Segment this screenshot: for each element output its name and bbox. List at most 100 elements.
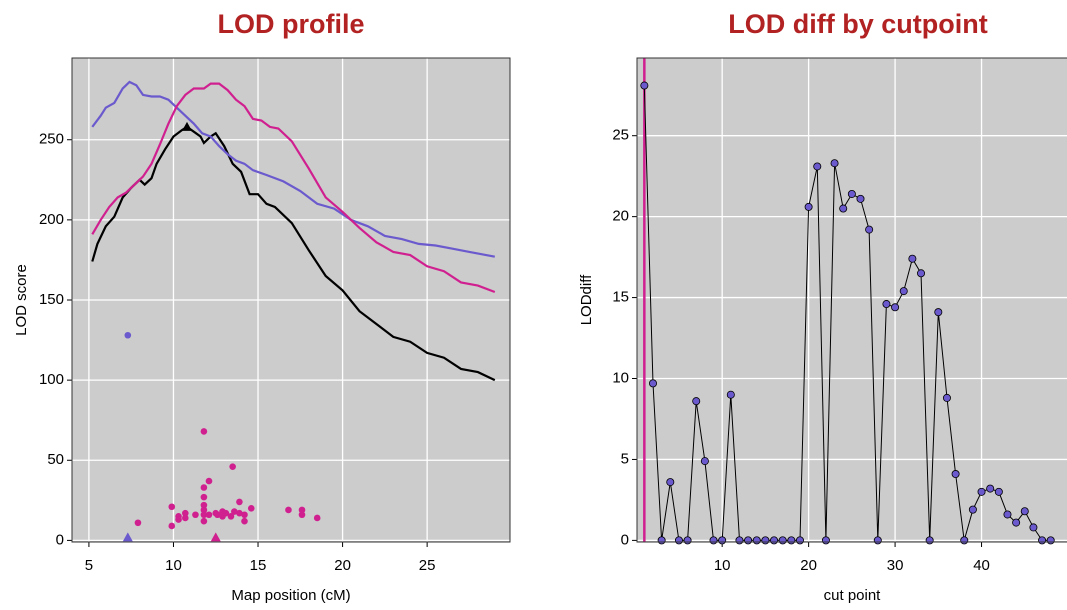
point (648, 379, 657, 388)
y-tick-label: 5 (621, 450, 629, 467)
point (200, 428, 208, 435)
point (200, 506, 208, 514)
point (718, 536, 727, 545)
point (640, 81, 649, 90)
point (692, 397, 701, 406)
point (241, 511, 248, 519)
point (700, 457, 709, 466)
x-tick-label: 40 (973, 557, 990, 574)
point (1046, 536, 1055, 545)
y-tick-label: 25 (612, 127, 629, 144)
point (761, 536, 770, 545)
point (1003, 510, 1012, 519)
point (951, 470, 960, 479)
point (1012, 518, 1021, 527)
point (873, 536, 882, 545)
point (1038, 536, 1047, 545)
point (735, 536, 744, 545)
point (942, 393, 951, 402)
plot-frame (636, 57, 1067, 543)
x-tick-label: 30 (887, 557, 904, 574)
point (839, 204, 848, 213)
point (994, 487, 1003, 496)
line (91, 80, 496, 258)
point (1020, 507, 1029, 516)
point (804, 202, 813, 211)
point (241, 517, 248, 525)
point (1029, 523, 1038, 532)
point (744, 536, 753, 545)
point (821, 536, 830, 545)
triangle-marker (210, 532, 221, 542)
point (856, 194, 865, 203)
point (313, 514, 321, 522)
y-tick-label: 250 (39, 131, 64, 148)
point (657, 536, 666, 545)
y-axis-label: LOD score (13, 264, 30, 336)
point (666, 478, 675, 487)
point (205, 477, 213, 485)
point (124, 331, 132, 339)
point (205, 511, 213, 519)
y-tick-label: 0 (56, 531, 64, 548)
point (925, 536, 934, 545)
point (726, 390, 735, 399)
point (986, 484, 995, 493)
line (91, 82, 496, 294)
point (891, 303, 900, 312)
chart-title: LOD diff by cutpoint (728, 9, 987, 39)
x-tick-label: 20 (334, 557, 351, 574)
point (168, 503, 176, 511)
plot-frame (71, 57, 511, 543)
point (231, 508, 238, 515)
point (847, 189, 856, 198)
point (200, 493, 208, 501)
point (247, 505, 255, 512)
y-tick-label: 200 (39, 211, 64, 228)
point (134, 519, 142, 527)
y-axis-label: LODdiff (578, 274, 595, 325)
y-tick-label: 150 (39, 291, 64, 308)
point (192, 511, 199, 519)
point (298, 511, 306, 519)
point (182, 509, 189, 517)
triangle-marker (122, 532, 133, 542)
point (934, 308, 943, 317)
point (770, 536, 779, 545)
triangle-marker (181, 121, 192, 131)
y-tick-label: 10 (612, 369, 629, 386)
point (977, 487, 986, 496)
y-tick-label: 15 (612, 289, 629, 306)
point (813, 162, 822, 171)
y-tick-label: 20 (612, 208, 629, 225)
point (168, 522, 176, 530)
point (200, 484, 208, 491)
line (91, 125, 496, 382)
point (285, 506, 292, 514)
x-tick-label: 5 (85, 557, 93, 574)
x-tick-label: 15 (250, 557, 267, 574)
point (795, 536, 804, 545)
point (830, 159, 839, 168)
point (200, 511, 208, 519)
x-tick-label: 20 (800, 557, 817, 574)
x-tick-label: 10 (165, 557, 182, 574)
y-tick-label: 0 (621, 531, 629, 548)
point (882, 300, 891, 309)
point (865, 225, 874, 234)
point (236, 498, 243, 506)
x-tick-label: 10 (714, 557, 731, 574)
point (200, 501, 208, 509)
x-axis-label: Map position (cM) (231, 587, 350, 604)
point (908, 254, 917, 263)
y-tick-label: 50 (47, 451, 64, 468)
point (752, 536, 761, 545)
point (960, 536, 969, 545)
point (778, 536, 787, 545)
point (214, 511, 221, 519)
point (222, 509, 230, 517)
plot-background (637, 58, 1067, 542)
point (236, 509, 243, 517)
point (227, 513, 235, 520)
